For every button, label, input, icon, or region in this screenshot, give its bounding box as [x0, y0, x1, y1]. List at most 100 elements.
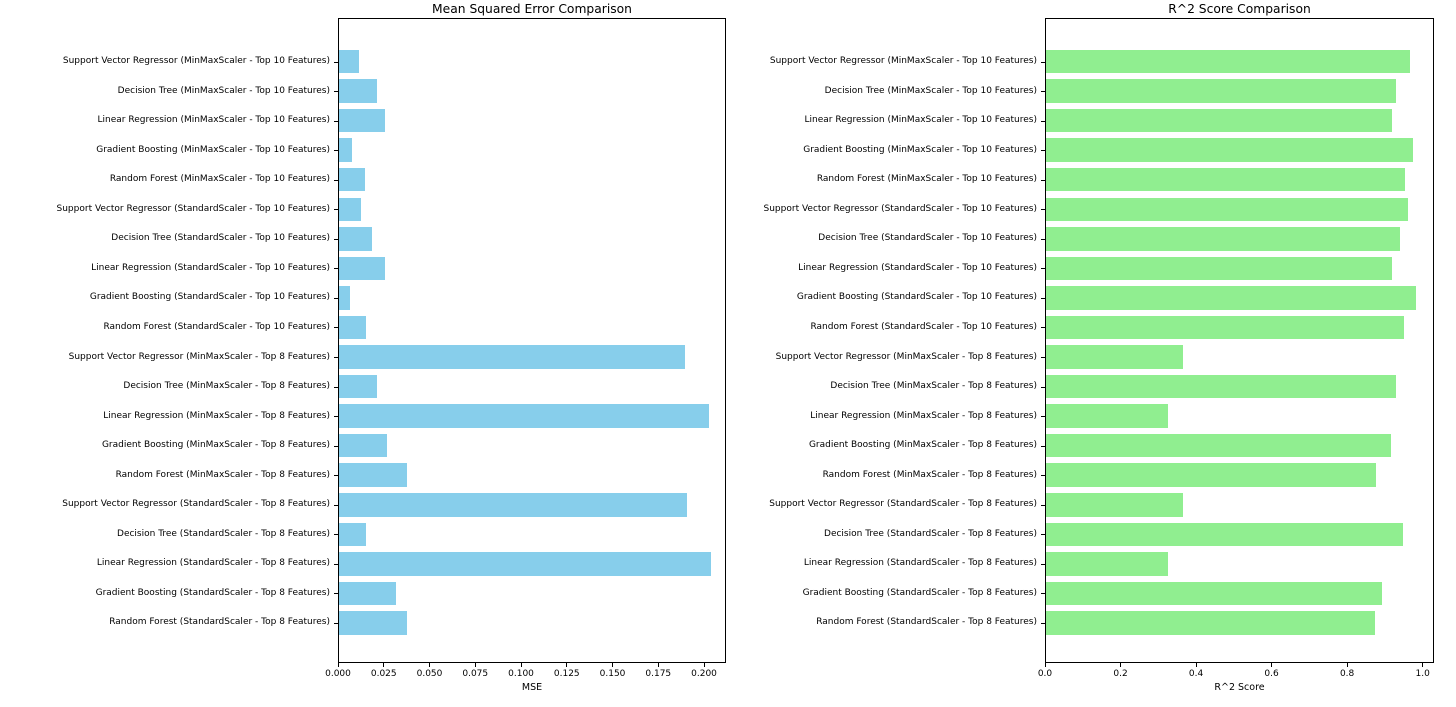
mse-y-tick-mark: [334, 623, 338, 624]
mse-y-tick-mark: [334, 298, 338, 299]
r2-x-tick-mark: [1120, 663, 1122, 667]
r2-y-tick-label: Random Forest (StandardScaler - Top 8 Fe…: [816, 617, 1037, 628]
mse-bar: [339, 493, 687, 517]
mse-y-tick-label: Linear Regression (StandardScaler - Top …: [91, 262, 330, 273]
r2-y-tick-mark: [1041, 268, 1045, 269]
r2-y-tick-mark: [1041, 623, 1045, 624]
mse-bar: [339, 167, 365, 192]
r2-y-tick-mark: [1041, 180, 1045, 181]
mse-y-tick-label: Decision Tree (StandardScaler - Top 10 F…: [111, 233, 330, 244]
mse-y-tick-mark: [334, 327, 338, 328]
r2-y-tick-mark: [1041, 505, 1045, 506]
mse-y-tick-label: Decision Tree (MinMaxScaler - Top 8 Feat…: [123, 381, 330, 392]
mse-y-tick-label: Random Forest (MinMaxScaler - Top 10 Fea…: [109, 174, 330, 185]
r2-x-tick-mark: [1346, 663, 1348, 667]
r2-bar: [1046, 404, 1168, 428]
r2-y-tick-mark: [1041, 534, 1045, 535]
r2-bar: [1046, 108, 1392, 133]
mse-bar: [339, 138, 352, 162]
mse-y-tick-mark: [334, 180, 338, 181]
mse-y-tick-mark: [334, 564, 338, 565]
r2-bar: [1046, 552, 1168, 576]
r2-y-tick-label: Support Vector Regressor (StandardScaler…: [763, 203, 1037, 214]
r2-y-tick-label: Gradient Boosting (StandardScaler - Top …: [796, 292, 1037, 303]
r2-y-tick-mark: [1041, 209, 1045, 210]
mse-bar: [339, 404, 709, 428]
r2-y-tick-label: Support Vector Regressor (MinMaxScaler -…: [775, 351, 1037, 362]
r2-x-tick-label: 0.8: [1339, 669, 1355, 679]
mse-x-tick-label: 0.000: [325, 669, 351, 679]
mse-x-tick-label: 0.125: [553, 669, 580, 679]
r2-x-tick-mark: [1195, 663, 1197, 667]
mse-y-tick-mark: [334, 62, 338, 63]
r2-x-tick-label: 0.0: [1037, 669, 1053, 679]
r2-y-tick-label: Decision Tree (StandardScaler - Top 10 F…: [818, 233, 1037, 244]
r2-y-tick-label: Linear Regression (MinMaxScaler - Top 10…: [804, 115, 1037, 126]
mse-y-tick-label: Gradient Boosting (MinMaxScaler - Top 8 …: [101, 440, 330, 451]
mse-y-tick-label: Linear Regression (StandardScaler - Top …: [96, 558, 330, 569]
r2-x-tick-mark: [1271, 663, 1273, 667]
mse-x-tick-label: 0.100: [508, 669, 534, 679]
mse-bar: [339, 522, 367, 547]
mse-bar: [339, 108, 385, 133]
mse-x-tick-label: 0.175: [645, 669, 672, 679]
r2-x-tick-label: 0.6: [1264, 669, 1279, 679]
r2-bar: [1046, 611, 1376, 635]
mse-y-tick-label: Gradient Boosting (StandardScaler - Top …: [89, 292, 330, 303]
mse-y-tick-mark: [334, 475, 338, 476]
r2-bar: [1046, 197, 1408, 221]
r2-y-tick-mark: [1041, 387, 1045, 388]
mse-bar: [339, 552, 711, 576]
r2-bar: [1046, 345, 1184, 369]
mse-y-tick-mark: [334, 505, 338, 506]
r2-bar: [1046, 227, 1401, 251]
r2-y-tick-mark: [1041, 357, 1045, 358]
r2-bar: [1046, 581, 1382, 606]
mse-x-tick-label: 0.150: [599, 669, 626, 679]
r2-y-tick-mark: [1041, 446, 1045, 447]
mse-x-tick-mark: [566, 663, 568, 667]
mse-y-tick-mark: [334, 91, 338, 92]
mse-bar: [339, 227, 372, 251]
mse-x-tick-label: 0.050: [416, 669, 443, 679]
mse-y-tick-mark: [334, 357, 338, 358]
mse-bar: [339, 374, 378, 399]
mse-y-tick-label: Support Vector Regressor (MinMaxScaler -…: [62, 56, 330, 66]
r2-bar: [1046, 433, 1391, 458]
mse-bar: [339, 433, 387, 458]
r2-y-tick-mark: [1041, 298, 1045, 299]
r2-y-tick-label: Linear Regression (StandardScaler - Top …: [798, 262, 1037, 273]
mse-y-tick-mark: [334, 121, 338, 122]
mse-x-tick-mark: [429, 663, 430, 667]
mse-bar: [339, 197, 361, 221]
r2-y-tick-mark: [1041, 564, 1045, 565]
r2-bar: [1046, 79, 1397, 103]
mse-x-tick-label: 0.075: [462, 669, 489, 679]
mse-y-tick-label: Support Vector Regressor (StandardScaler…: [56, 203, 330, 214]
mse-y-tick-mark: [334, 209, 338, 210]
mse-x-tick-mark: [474, 663, 476, 667]
mse-x-tick-mark: [383, 663, 385, 667]
r2-y-tick-label: Random Forest (StandardScaler - Top 10 F…: [810, 321, 1037, 332]
mse-bar: [339, 79, 378, 103]
r2-x-tick-mark: [1422, 663, 1424, 667]
r2-bar: [1046, 256, 1392, 281]
r2-bar: [1046, 522, 1403, 547]
r2-bar: [1046, 49, 1410, 74]
r2-y-tick-mark: [1041, 416, 1045, 417]
mse-y-tick-label: Decision Tree (MinMaxScaler - Top 10 Fea…: [117, 85, 330, 96]
r2-y-tick-label: Decision Tree (MinMaxScaler - Top 8 Feat…: [830, 381, 1037, 392]
mse-bar: [339, 49, 360, 74]
r2-y-tick-label: Gradient Boosting (MinMaxScaler - Top 8 …: [808, 440, 1037, 451]
mse-y-tick-label: Linear Regression (MinMaxScaler - Top 10…: [97, 115, 330, 126]
mse-x-tick-mark: [337, 663, 339, 667]
r2-y-tick-label: Linear Regression (StandardScaler - Top …: [803, 558, 1037, 569]
mse-y-tick-mark: [334, 534, 338, 535]
r2-y-tick-mark: [1041, 239, 1045, 240]
mse-y-tick-mark: [334, 593, 338, 594]
mse-y-tick-label: Random Forest (StandardScaler - Top 10 F…: [103, 321, 330, 332]
mse-x-axis-label: MSE: [521, 682, 543, 693]
r2-y-tick-label: Support Vector Regressor (StandardScaler…: [769, 499, 1037, 510]
mse-y-tick-mark: [334, 446, 338, 447]
